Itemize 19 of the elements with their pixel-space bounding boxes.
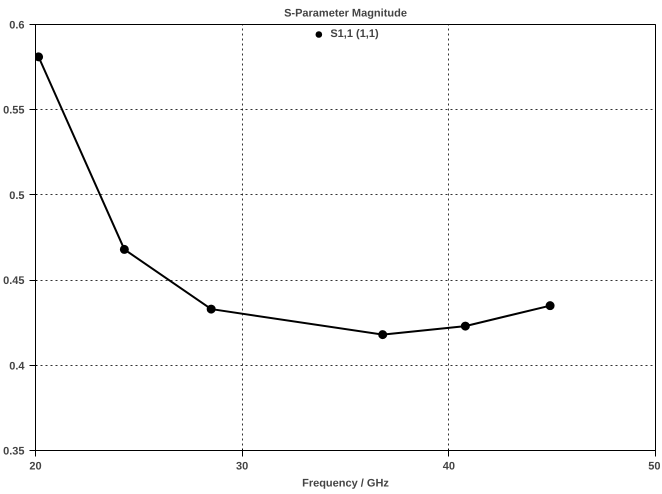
point <box>460 322 470 331</box>
point <box>120 244 129 254</box>
point <box>546 301 555 310</box>
chart-title: S-Parameter Magnitude <box>284 8 407 20</box>
x-tick-label: 20 <box>29 460 42 472</box>
x-tick-label: 50 <box>648 460 661 472</box>
y-tick-label: 0.55 <box>3 104 25 117</box>
point <box>378 330 388 340</box>
y-tick-label: 0.5 <box>9 190 25 202</box>
y-tick-label: 0.6 <box>9 20 25 32</box>
x-tick-label: 40 <box>442 460 455 472</box>
y-tick-label: 0.45 <box>3 275 25 288</box>
y-tick-label: 0.4 <box>9 360 26 372</box>
point <box>36 52 44 62</box>
x-tick-label: 30 <box>236 460 248 472</box>
x-axis-title: Frequency / GHz <box>302 478 390 490</box>
y-tick-label: 0.35 <box>3 446 25 458</box>
point <box>206 304 216 314</box>
legend-label: S1,1 (1,1) <box>330 28 379 40</box>
